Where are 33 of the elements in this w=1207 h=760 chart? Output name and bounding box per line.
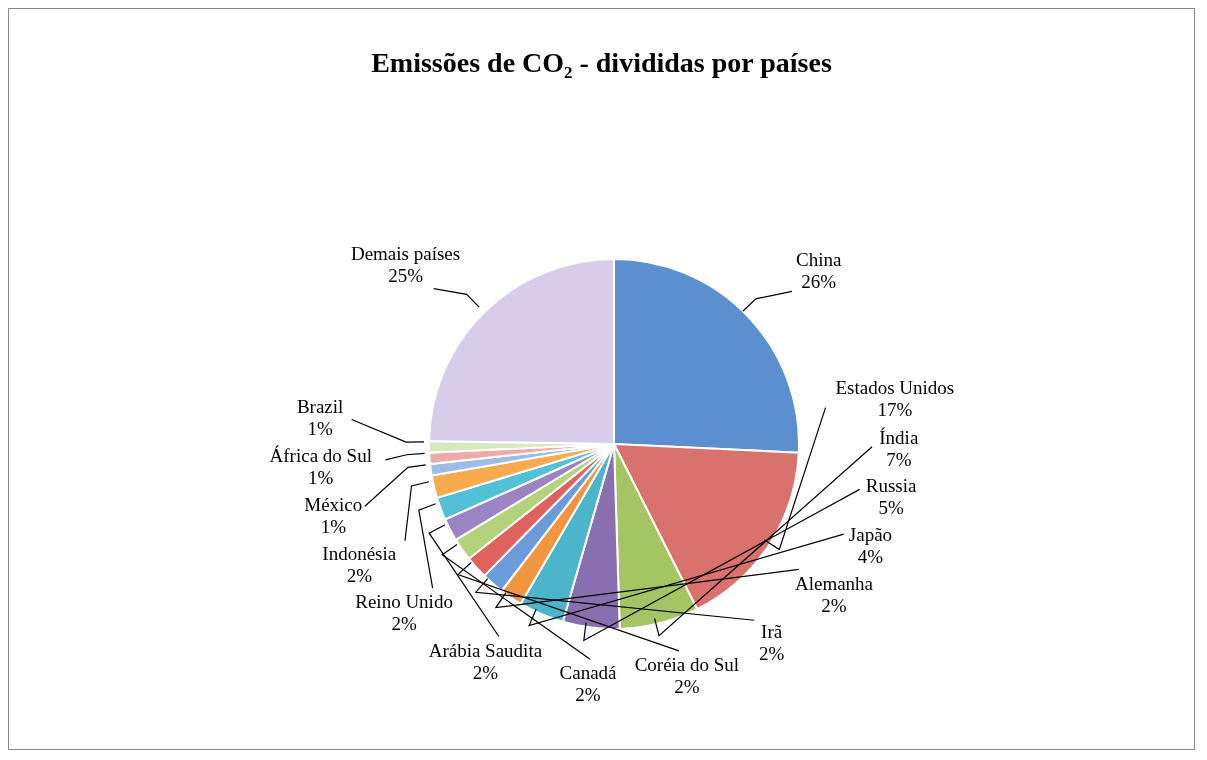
slice-label: Reino Unido [355, 590, 453, 612]
slice-label: África do Sul [269, 444, 372, 466]
data-label: 2% [472, 661, 499, 683]
data-label: 1% [308, 466, 334, 488]
slice-label: Demais países [350, 242, 461, 264]
slice-label: Indonésia [322, 542, 397, 564]
slice-label: Brazil [296, 395, 344, 417]
data-label: 2% [575, 683, 601, 705]
data-label: 1% [320, 515, 347, 537]
data-label: 17% [877, 398, 913, 420]
slice-label: Índia [879, 426, 919, 448]
chart-title: Emissões de CO₂ - divididas por países [370, 47, 833, 79]
slice-label: Irã [761, 620, 783, 642]
slice-label: Russia [865, 474, 918, 496]
data-label: 7% [886, 448, 912, 470]
slice-label: México [304, 493, 363, 515]
slice-label: Arábia Saudita [428, 639, 543, 661]
slice-label: Canadá [559, 661, 618, 683]
slice-label: Alemanha [794, 572, 874, 594]
data-label: 2% [758, 642, 785, 664]
data-label: 5% [878, 496, 904, 518]
data-label: 2% [391, 612, 417, 634]
slice-label: Coréia do Sul [634, 653, 740, 675]
slice-label: China [796, 248, 843, 270]
data-label: 2% [674, 675, 700, 697]
data-label: 1% [307, 417, 333, 439]
data-label: 2% [346, 564, 373, 586]
data-label: 4% [857, 545, 884, 567]
data-label: 25% [388, 264, 424, 286]
data-label: 26% [801, 270, 837, 292]
slice-label: Estados Unidos [835, 376, 955, 398]
slice-label: Japão [848, 523, 893, 545]
data-label: 2% [821, 594, 847, 616]
